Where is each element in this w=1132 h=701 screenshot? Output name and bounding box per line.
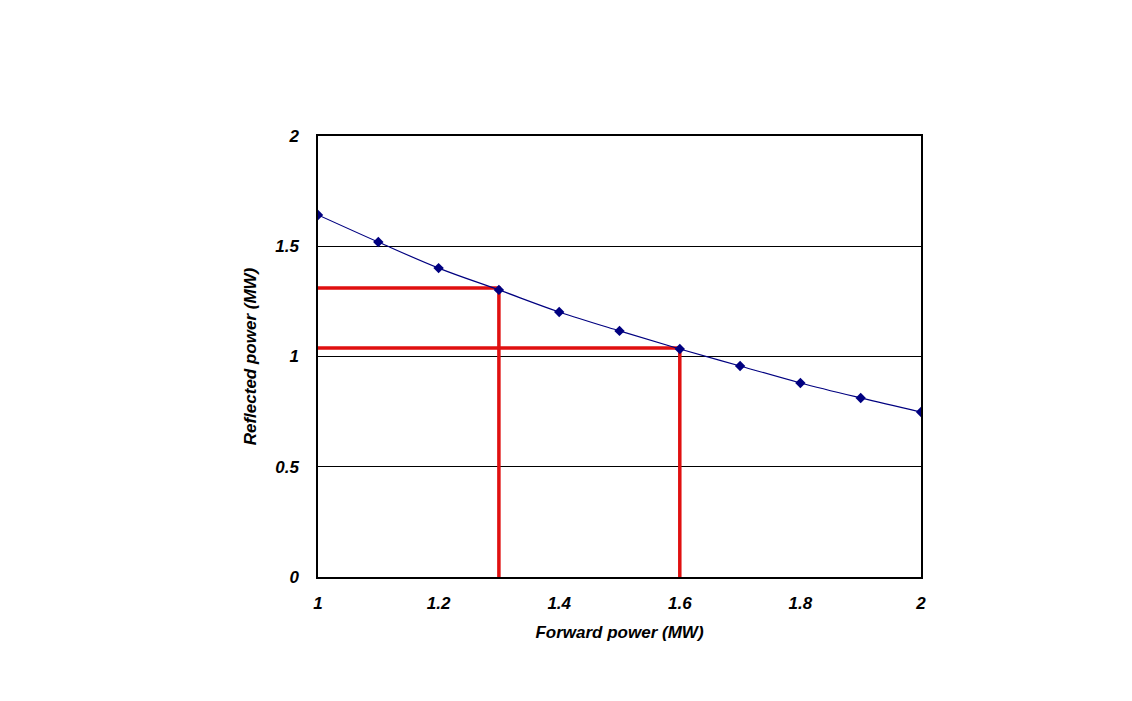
svg-text:1.8: 1.8 [789,594,813,613]
svg-text:2: 2 [288,127,299,146]
svg-text:1.4: 1.4 [547,594,571,613]
svg-text:0: 0 [289,568,299,587]
svg-text:1: 1 [313,594,322,613]
svg-text:0.5: 0.5 [275,458,299,477]
svg-text:Forward power (MW): Forward power (MW) [535,623,703,642]
svg-text:1.6: 1.6 [668,594,692,613]
svg-text:1: 1 [289,347,298,366]
svg-text:1.2: 1.2 [427,594,451,613]
svg-text:2: 2 [915,594,926,613]
svg-text:Reflected power (MW): Reflected power (MW) [241,267,260,445]
svg-text:1.5: 1.5 [275,237,299,256]
